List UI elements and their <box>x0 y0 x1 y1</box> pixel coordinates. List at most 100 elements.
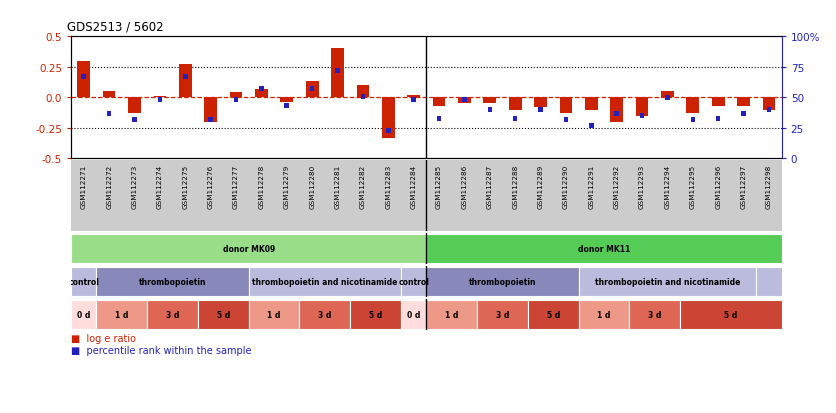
Text: GSM112298: GSM112298 <box>766 164 772 209</box>
Bar <box>103 92 115 98</box>
Text: thrombopoietin: thrombopoietin <box>469 278 536 286</box>
Text: ■  log e ratio: ■ log e ratio <box>71 333 136 343</box>
Bar <box>132 118 137 122</box>
Bar <box>712 98 725 107</box>
Bar <box>401 300 426 330</box>
Bar <box>762 98 775 110</box>
Text: GSM112281: GSM112281 <box>334 164 340 209</box>
Bar <box>559 98 573 114</box>
Text: GSM112295: GSM112295 <box>690 164 696 209</box>
Bar <box>686 98 699 114</box>
Bar <box>610 98 623 122</box>
Bar <box>640 114 645 119</box>
Text: GSM112296: GSM112296 <box>716 164 721 209</box>
Bar <box>487 108 492 113</box>
Bar <box>158 98 162 103</box>
Bar <box>147 300 198 330</box>
Text: GSM112293: GSM112293 <box>639 164 645 209</box>
Bar <box>96 267 249 297</box>
Bar <box>665 96 670 100</box>
Bar <box>585 98 598 110</box>
Text: 1 d: 1 d <box>115 311 129 319</box>
Bar <box>534 98 547 108</box>
Bar <box>179 65 191 98</box>
Text: thrombopoietin and nicotinamide: thrombopoietin and nicotinamide <box>594 278 740 286</box>
Text: 5 d: 5 d <box>217 311 230 319</box>
Text: 3 d: 3 d <box>496 311 509 319</box>
Text: ■  percentile rank within the sample: ■ percentile rank within the sample <box>71 345 252 355</box>
Text: GSM112276: GSM112276 <box>207 164 214 209</box>
Text: thrombopoietin and nicotinamide: thrombopoietin and nicotinamide <box>252 278 398 286</box>
Bar <box>331 50 344 98</box>
Text: GSM112273: GSM112273 <box>131 164 137 209</box>
Bar <box>681 300 782 330</box>
Text: GSM112280: GSM112280 <box>309 164 315 209</box>
Bar <box>513 116 517 121</box>
Text: control: control <box>69 278 99 286</box>
Bar <box>357 86 370 98</box>
Bar <box>259 87 263 92</box>
Bar <box>458 98 471 104</box>
Bar <box>198 300 249 330</box>
Text: 0 d: 0 d <box>77 311 90 319</box>
Text: control: control <box>398 278 429 286</box>
Bar <box>635 98 649 116</box>
Text: GSM112289: GSM112289 <box>538 164 543 209</box>
Text: 1 d: 1 d <box>598 311 610 319</box>
Text: 5 d: 5 d <box>724 311 737 319</box>
Bar <box>96 300 147 330</box>
Bar <box>614 112 619 116</box>
Text: 3 d: 3 d <box>648 311 661 319</box>
Text: GSM112277: GSM112277 <box>233 164 239 209</box>
Bar <box>284 104 289 109</box>
Text: GDS2513 / 5602: GDS2513 / 5602 <box>67 20 164 33</box>
Text: donor MK09: donor MK09 <box>222 244 275 253</box>
Bar <box>249 267 401 297</box>
Bar <box>579 267 757 297</box>
Bar <box>691 118 695 122</box>
Bar <box>509 98 522 110</box>
Bar <box>411 98 416 103</box>
Text: GSM112290: GSM112290 <box>563 164 569 209</box>
Text: GSM112278: GSM112278 <box>258 164 264 209</box>
Bar <box>249 300 299 330</box>
Text: GSM112284: GSM112284 <box>410 164 416 209</box>
Text: GSM112286: GSM112286 <box>461 164 467 209</box>
Bar <box>589 123 594 128</box>
Bar <box>204 98 217 122</box>
Text: GSM112288: GSM112288 <box>512 164 518 209</box>
Bar <box>757 267 782 297</box>
Text: GSM112279: GSM112279 <box>283 164 290 209</box>
Bar <box>563 118 568 122</box>
Bar <box>78 62 90 98</box>
Bar <box>280 98 293 103</box>
Bar <box>407 96 420 98</box>
Bar <box>350 300 401 330</box>
Bar <box>630 300 681 330</box>
Bar <box>208 118 213 122</box>
Text: 5 d: 5 d <box>369 311 382 319</box>
Text: GSM112292: GSM112292 <box>614 164 619 209</box>
Bar <box>335 69 339 74</box>
Text: 0 d: 0 d <box>407 311 421 319</box>
Bar <box>426 300 477 330</box>
Bar <box>183 75 187 80</box>
Bar <box>71 267 96 297</box>
Bar <box>737 98 750 107</box>
Bar <box>255 90 268 98</box>
Bar <box>382 98 395 138</box>
Text: GSM112285: GSM112285 <box>436 164 442 209</box>
Bar <box>742 112 746 116</box>
Text: GSM112283: GSM112283 <box>385 164 391 209</box>
Text: GSM112287: GSM112287 <box>487 164 492 209</box>
Bar <box>81 75 86 80</box>
Bar <box>107 112 111 116</box>
Bar <box>433 98 446 107</box>
Bar <box>306 82 319 98</box>
Bar <box>477 300 528 330</box>
Text: GSM112274: GSM112274 <box>157 164 163 209</box>
Text: 3 d: 3 d <box>319 311 332 319</box>
Text: donor MK11: donor MK11 <box>578 244 630 253</box>
Bar <box>310 87 314 92</box>
Bar <box>436 116 441 121</box>
